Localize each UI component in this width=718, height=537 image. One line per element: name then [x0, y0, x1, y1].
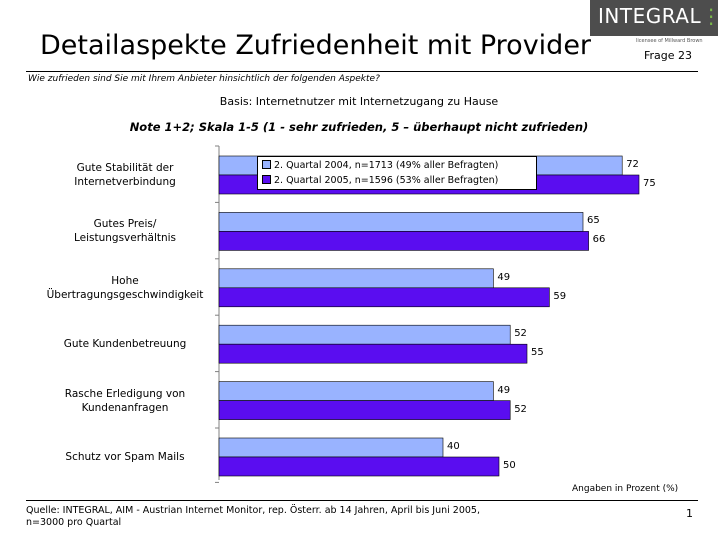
logo-box [590, 0, 718, 36]
bar-2005 [218, 231, 589, 251]
data-label-2005: 52 [514, 403, 527, 415]
data-label-2004: 49 [497, 271, 511, 283]
category-label-line: Übertragungsgeschwindigkeit [46, 288, 204, 301]
legend-swatch-2005 [262, 175, 271, 184]
data-label-2005: 75 [643, 178, 656, 189]
top-divider [26, 71, 698, 72]
data-label-2004: 72 [626, 159, 639, 170]
category-label-line: Rasche Erledigung von [64, 387, 186, 400]
category-label-line: Gutes Preis/ [93, 218, 157, 231]
legend-entry-2004: 2. Quartal 2004, n=1713 (49% aller Befra… [262, 160, 498, 171]
data-label-2005: 66 [592, 234, 606, 246]
legend-entry-2005: 2. Quartal 2005, n=1596 (53% aller Befra… [262, 175, 498, 186]
scale-note: Note 1+2; Skala 1-5 (1 - sehr zufrieden,… [129, 120, 589, 134]
legend-swatch-2004 [262, 160, 271, 169]
page-number: 1 [686, 507, 693, 520]
data-label-2004: 52 [514, 328, 527, 340]
logo-text-main: INTEGRAL [598, 4, 702, 28]
bar-2004 [218, 212, 584, 232]
category-label: Schutz vor Spam Mails [40, 450, 210, 464]
bar-2004 [218, 268, 494, 289]
question-text: Wie zufrieden sind Sie mit Ihrem Anbiete… [28, 74, 380, 84]
category-label: Rasche Erledigung von Kundenanfragen [40, 387, 210, 415]
category-label-line: Hohe [111, 274, 139, 287]
bar-2005 [218, 287, 550, 308]
logo-accent: ⋮ [701, 4, 718, 28]
category-label-line: Schutz vor Spam Mails [65, 451, 185, 463]
data-label-2005: 59 [553, 290, 567, 302]
category-label-line: Gute Kundenbetreuung [63, 338, 187, 351]
bar-2005 [218, 456, 500, 477]
category-label: Gutes Preis/Leistungsverhältnis [40, 217, 210, 245]
category-label-line: Leistungsverhältnis [73, 232, 177, 245]
basis-text: Basis: Internetnutzer mit Internetzugang… [219, 95, 499, 108]
category-label-line: Internetverbindung [74, 176, 176, 188]
page-label: Frage 23 [644, 49, 693, 62]
legend-label-2005: 2. Quartal 2005, n=1596 (53% aller Befra… [274, 175, 499, 186]
licensee-label: licensee of Millward Brown [636, 38, 703, 44]
bar-2004 [218, 381, 494, 401]
data-label-2004: 40 [447, 441, 460, 452]
chart-legend: 2. Quartal 2004, n=1713 (49% aller Befra… [257, 156, 537, 190]
data-label-2005: 55 [531, 347, 544, 359]
legend-label-2004: 2. Quartal 2004, n=1713 (49% aller Befra… [274, 160, 499, 171]
category-label-line: Gute Stabilität der [76, 162, 174, 174]
bar-2004 [218, 437, 444, 458]
category-label: Gute Stabilität der Internetverbindung [40, 161, 210, 189]
data-label-2004: 49 [497, 384, 511, 396]
bottom-divider [26, 500, 698, 501]
bar-2004 [218, 324, 511, 345]
data-label-2005: 50 [503, 460, 516, 471]
category-label: Hohe Übertragungsgeschwindigkeit [40, 274, 210, 302]
source-line-1: Quelle: INTEGRAL, AIM - Austrian Interne… [26, 505, 480, 516]
slide-title: Detailaspekte Zufriedenheit mit Provider [40, 30, 592, 61]
units-note: Angaben in Prozent (%) [572, 484, 679, 494]
integral-logo: INTEGRAL⋮ [598, 4, 718, 28]
bar-2005 [218, 400, 511, 420]
category-label: Gute Kundenbetreuung [40, 337, 210, 351]
data-label-2004: 65 [587, 215, 600, 227]
category-label-line: Kundenanfragen [81, 401, 169, 414]
source-line-2: n=3000 pro Quartal [26, 517, 122, 528]
bar-2005 [218, 343, 528, 364]
